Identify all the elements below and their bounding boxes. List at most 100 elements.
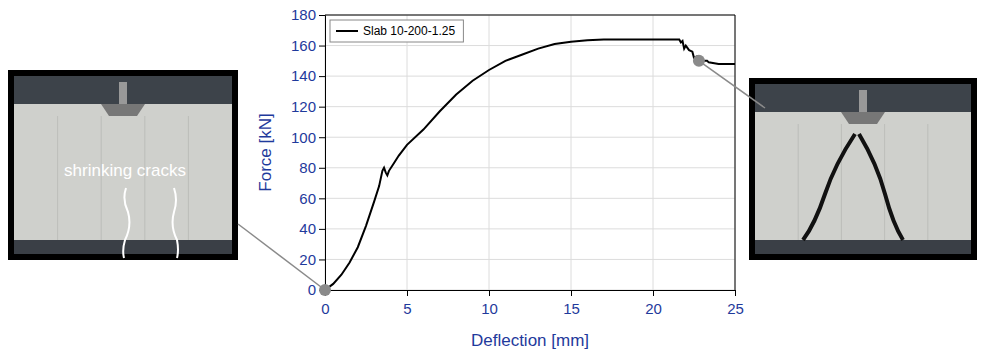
grid-line-x bbox=[571, 15, 572, 290]
grid-line-y bbox=[325, 167, 735, 168]
y-tick-label: 40 bbox=[299, 220, 316, 237]
y-tick-label: 120 bbox=[291, 98, 316, 115]
x-tick: 15 bbox=[563, 290, 580, 317]
y-tick-mark bbox=[319, 46, 325, 47]
crack-marker bbox=[123, 188, 129, 258]
y-tick: 40 bbox=[299, 220, 325, 237]
x-tick-label: 25 bbox=[727, 300, 744, 317]
y-tick-mark bbox=[319, 15, 325, 16]
y-tick: 120 bbox=[291, 98, 325, 115]
chart-root: shrinking cracks 0 5 10 15 20 25 0 20 40 60 80 100 12… bbox=[0, 0, 981, 354]
photo-mark bbox=[841, 124, 842, 240]
y-tick: 160 bbox=[291, 37, 325, 54]
photo-load-head bbox=[841, 112, 885, 124]
x-axis: 0 5 10 15 20 25 bbox=[321, 290, 744, 317]
y-tick: 140 bbox=[291, 67, 325, 84]
y-axis: 0 20 40 60 80 100 120 140 160 180 bbox=[291, 6, 326, 298]
y-tick-label: 60 bbox=[299, 190, 316, 207]
x-tick-mark bbox=[735, 290, 736, 296]
photo-mark bbox=[927, 124, 928, 240]
callout-dot bbox=[693, 55, 705, 67]
y-tick-label: 100 bbox=[291, 129, 316, 146]
photo-concrete bbox=[14, 76, 232, 254]
x-tick: 20 bbox=[645, 290, 662, 317]
y-tick: 80 bbox=[299, 159, 325, 176]
y-tick-label: 180 bbox=[291, 6, 316, 23]
grid-line-x bbox=[653, 15, 654, 290]
photo-mark bbox=[57, 116, 58, 240]
photo-left bbox=[8, 70, 238, 260]
x-tick: 10 bbox=[481, 290, 498, 317]
grid-line-x bbox=[735, 15, 736, 290]
y-tick-mark bbox=[319, 107, 325, 108]
photo-load-rod bbox=[859, 90, 867, 112]
y-tick-label: 140 bbox=[291, 67, 316, 84]
photo-background bbox=[14, 76, 232, 104]
y-tick-mark bbox=[319, 168, 325, 169]
frame bbox=[735, 15, 736, 290]
x-tick-label: 0 bbox=[321, 300, 329, 317]
plot-area bbox=[325, 39, 735, 290]
x-tick-mark bbox=[653, 290, 654, 296]
crack bbox=[859, 134, 903, 240]
photo-support bbox=[755, 240, 971, 254]
callouts bbox=[238, 55, 765, 296]
y-tick-mark bbox=[319, 229, 325, 230]
callout-dot bbox=[319, 284, 331, 296]
legend: Slab 10-200-1.25 bbox=[330, 20, 463, 42]
grid-line-y bbox=[325, 228, 735, 229]
x-tick-label: 10 bbox=[481, 300, 498, 317]
y-tick-mark bbox=[319, 137, 325, 138]
crack bbox=[803, 134, 855, 240]
y-tick: 60 bbox=[299, 190, 325, 207]
x-tick-mark bbox=[407, 290, 408, 296]
series-line bbox=[325, 39, 735, 290]
grid-line-y bbox=[325, 76, 735, 77]
y-tick: 100 bbox=[291, 129, 325, 146]
y-tick-label: 160 bbox=[291, 37, 316, 54]
x-axis-line bbox=[326, 291, 736, 297]
grid-line-x bbox=[489, 15, 490, 290]
grid-line-x bbox=[407, 15, 408, 290]
photo-right bbox=[749, 78, 977, 260]
x-axis-title: Deflection [mm] bbox=[471, 331, 589, 350]
crack-marker bbox=[173, 188, 178, 258]
frame bbox=[325, 15, 735, 16]
grid-line-y bbox=[325, 45, 735, 46]
x-tick-label: 5 bbox=[403, 300, 411, 317]
y-tick-label: 20 bbox=[299, 251, 316, 268]
x-tick-mark bbox=[571, 290, 572, 296]
photo-mark bbox=[884, 124, 885, 240]
y-axis-line bbox=[319, 16, 326, 291]
callout-line bbox=[699, 61, 765, 108]
grid-line-y bbox=[325, 137, 735, 138]
annotation-text: shrinking cracks bbox=[64, 161, 186, 180]
grid-line-y bbox=[325, 198, 735, 199]
y-axis-title: Force [kN] bbox=[256, 113, 275, 191]
photo-border bbox=[749, 78, 977, 260]
callout-line bbox=[238, 224, 325, 290]
legend-label: Slab 10-200-1.25 bbox=[363, 24, 455, 38]
y-tick-label: 0 bbox=[308, 281, 316, 298]
grid-line-y bbox=[325, 106, 735, 107]
photo-border bbox=[8, 70, 238, 260]
photo-mark bbox=[798, 124, 799, 240]
photo-mark bbox=[188, 116, 189, 240]
photo-load-head bbox=[101, 104, 145, 116]
grid-line-y bbox=[325, 15, 735, 16]
legend-box bbox=[330, 20, 463, 42]
y-tick-mark bbox=[319, 259, 325, 260]
x-tick-label: 15 bbox=[563, 300, 580, 317]
grid-line-y bbox=[325, 259, 735, 260]
y-tick-mark bbox=[319, 76, 325, 77]
legend-swatch bbox=[336, 30, 358, 32]
y-tick-mark bbox=[319, 198, 325, 199]
x-tick-mark bbox=[489, 290, 490, 296]
y-tick: 180 bbox=[291, 6, 325, 23]
y-tick-label: 80 bbox=[299, 159, 316, 176]
y-tick: 20 bbox=[299, 251, 325, 268]
photo-concrete bbox=[755, 84, 971, 254]
x-tick: 5 bbox=[403, 290, 411, 317]
photo-load-rod bbox=[119, 82, 127, 104]
photo-background bbox=[755, 84, 971, 112]
